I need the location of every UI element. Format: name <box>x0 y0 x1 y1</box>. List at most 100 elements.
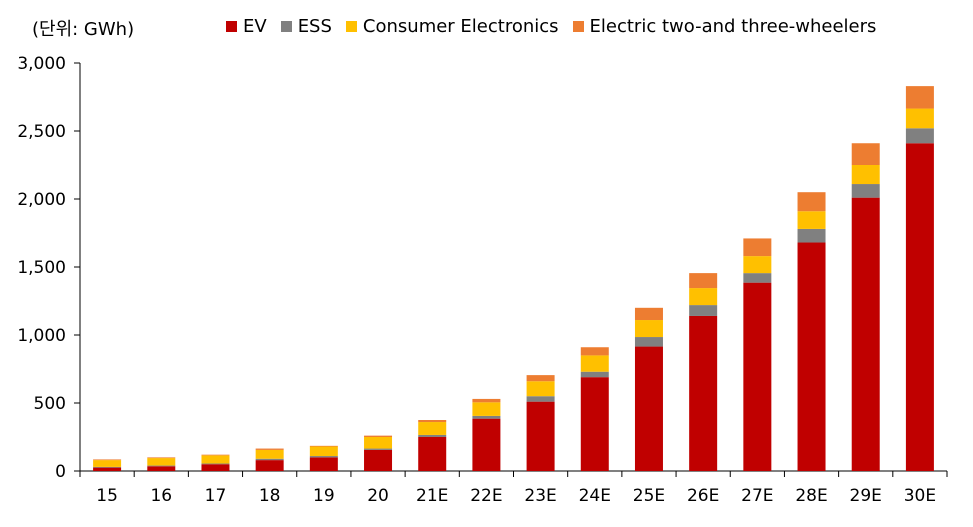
x-tick-label: 17 <box>205 486 227 506</box>
bar-segment-electric-two-and-three-wheelers-17 <box>201 454 230 456</box>
bar-segment-ev-16 <box>147 466 176 471</box>
bar-segment-consumer-electronics-30e <box>905 108 934 129</box>
legend-swatch-two-three-wheelers <box>572 21 584 32</box>
x-tick-label: 23E <box>524 486 556 506</box>
bar-segment-electric-two-and-three-wheelers-20 <box>364 435 393 437</box>
bar-segment-ess-18 <box>255 458 284 461</box>
bar-segment-consumer-electronics-18 <box>255 449 284 459</box>
unit-label: (단위: GWh) <box>32 19 135 40</box>
y-tick-label: 2,500 <box>17 122 66 142</box>
bar-segment-consumer-electronics-22e <box>472 402 501 416</box>
bar-segment-electric-two-and-three-wheelers-21e <box>418 420 447 423</box>
bar-segment-consumer-electronics-27e <box>743 256 772 274</box>
y-tick-label: 3,000 <box>17 54 66 74</box>
y-tick-label: 2,000 <box>17 190 66 210</box>
bar-segment-ess-30e <box>905 128 934 144</box>
bar-segment-ev-22e <box>472 418 501 471</box>
bar-segment-ess-25e <box>634 337 663 347</box>
bar-segment-ev-21e <box>418 437 447 471</box>
y-tick-label: 1,000 <box>17 326 66 346</box>
legend-item-ev: EV <box>226 16 267 37</box>
x-tick-label: 22E <box>470 486 502 506</box>
bar-segment-electric-two-and-three-wheelers-27e <box>743 238 772 257</box>
bar-segment-ev-15 <box>93 467 122 471</box>
bar-segment-ess-15 <box>93 466 122 468</box>
y-tick-label: 500 <box>34 394 66 414</box>
bar-segment-ev-25e <box>634 346 663 471</box>
bar-segment-electric-two-and-three-wheelers-24e <box>580 347 609 356</box>
x-tick-label: 18 <box>259 486 281 506</box>
bar-segment-electric-two-and-three-wheelers-15 <box>93 459 122 461</box>
bar-segment-electric-two-and-three-wheelers-30e <box>905 86 934 109</box>
bar-segment-ess-21e <box>418 434 447 437</box>
legend-label-consumer-electronics: Consumer Electronics <box>362 16 559 37</box>
bar-segment-ev-30e <box>905 143 934 472</box>
bar-segment-consumer-electronics-19 <box>309 446 338 457</box>
bar-segment-ess-16 <box>147 465 176 467</box>
bar-segment-ev-29e <box>851 197 880 471</box>
legend-swatch-consumer-electronics <box>345 21 357 32</box>
bar-segment-ess-27e <box>743 273 772 283</box>
x-tick-label: 16 <box>150 486 172 506</box>
bar-segment-consumer-electronics-24e <box>580 355 609 372</box>
legend-item-two-three-wheelers: Electric two-and three-wheelers <box>572 16 877 37</box>
bar-segment-consumer-electronics-25e <box>634 320 663 338</box>
x-tick-label: 26E <box>687 486 719 506</box>
bar-segment-electric-two-and-three-wheelers-19 <box>309 445 338 447</box>
bar-segment-electric-two-and-three-wheelers-28e <box>797 192 826 212</box>
bar-segment-ev-17 <box>201 464 230 471</box>
legend-label-two-three-wheelers: Electric two-and three-wheelers <box>589 16 877 37</box>
bar-segment-ess-19 <box>309 456 338 458</box>
y-tick-label: 0 <box>55 462 66 482</box>
bar-segment-electric-two-and-three-wheelers-23e <box>526 375 555 382</box>
bar-segment-ev-27e <box>743 282 772 471</box>
bar-segment-ev-28e <box>797 242 826 471</box>
legend-swatch-ev <box>226 21 237 32</box>
legend-swatch-ess <box>280 21 292 32</box>
bar-segment-ess-22e <box>472 415 501 419</box>
x-tick-label: 19 <box>313 486 335 506</box>
bar-segment-electric-two-and-three-wheelers-25e <box>634 307 663 321</box>
bar-segment-electric-two-and-three-wheelers-29e <box>851 143 880 165</box>
bar-segment-electric-two-and-three-wheelers-26e <box>689 273 718 289</box>
bar-segment-consumer-electronics-26e <box>689 288 718 306</box>
bar-segment-ess-24e <box>580 371 609 378</box>
bar-segment-consumer-electronics-21e <box>418 422 447 435</box>
bar-segment-ev-26e <box>689 315 718 471</box>
legend-item-ess: ESS <box>280 16 332 37</box>
bar-segment-electric-two-and-three-wheelers-22e <box>472 398 501 403</box>
x-tick-label: 25E <box>633 486 665 506</box>
bar-segment-electric-two-and-three-wheelers-16 <box>147 457 176 459</box>
x-tick-label: 20 <box>367 486 389 506</box>
bar-segment-ess-17 <box>201 463 230 465</box>
legend-label-ess: ESS <box>297 16 332 37</box>
bar-segment-consumer-electronics-23e <box>526 381 555 397</box>
bar-segment-ev-23e <box>526 401 555 471</box>
bar-segment-consumer-electronics-15 <box>93 460 122 467</box>
legend: EV ESS Consumer Electronics Electric two… <box>226 16 890 37</box>
bar-segment-consumer-electronics-20 <box>364 437 393 449</box>
bar-segment-consumer-electronics-16 <box>147 458 176 466</box>
bar-segment-consumer-electronics-29e <box>851 165 880 185</box>
bar-segment-ev-19 <box>309 457 338 471</box>
x-tick-label: 27E <box>741 486 773 506</box>
x-tick-label: 21E <box>416 486 448 506</box>
bar-segment-ess-26e <box>689 305 718 316</box>
bar-segment-ev-24e <box>580 377 609 471</box>
bar-segment-consumer-electronics-28e <box>797 211 826 229</box>
legend-label-ev: EV <box>243 16 267 37</box>
x-tick-label: 28E <box>795 486 827 506</box>
bar-segment-ess-29e <box>851 184 880 198</box>
bar-segment-ess-28e <box>797 228 826 243</box>
x-tick-label: 15 <box>96 486 118 506</box>
bar-segment-electric-two-and-three-wheelers-18 <box>255 448 284 450</box>
bar-segment-ev-18 <box>255 460 284 471</box>
bar-segment-consumer-electronics-17 <box>201 455 230 464</box>
x-tick-label: 30E <box>904 486 936 506</box>
x-tick-label: 24E <box>579 486 611 506</box>
bar-segment-ess-20 <box>364 448 393 450</box>
y-tick-label: 1,500 <box>17 258 66 278</box>
legend-item-consumer-electronics: Consumer Electronics <box>345 16 559 37</box>
bar-segment-ess-23e <box>526 396 555 402</box>
